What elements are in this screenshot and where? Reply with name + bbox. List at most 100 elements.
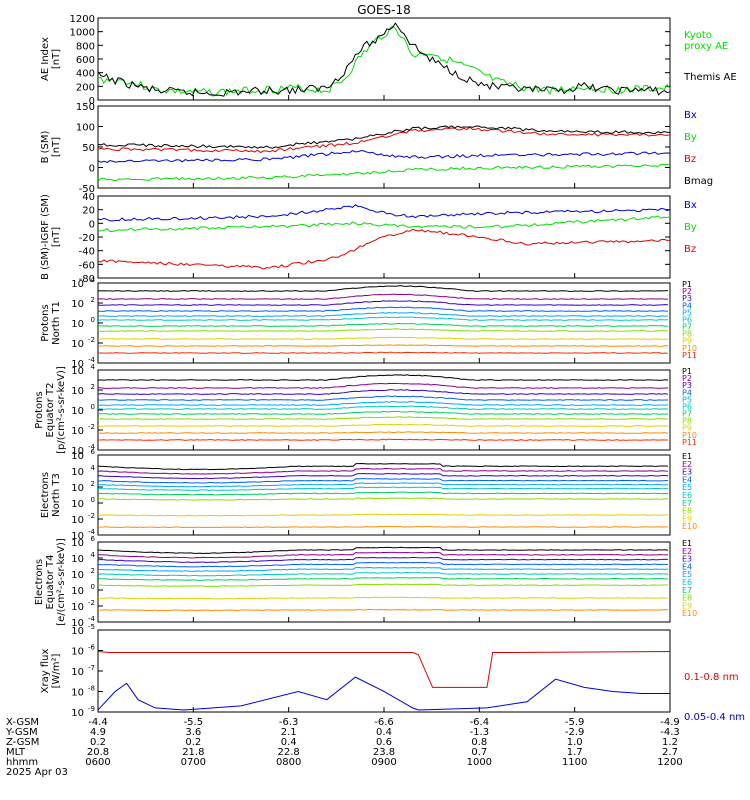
- y-tick-exponent: 6: [91, 448, 96, 456]
- flux-trace-e8: [97, 583, 669, 587]
- flux-trace-p7: [97, 322, 669, 327]
- y-axis-label: B (SM)[nT]: [40, 130, 62, 163]
- panel-frame: [97, 17, 671, 101]
- y-tick-label: 10: [71, 467, 84, 478]
- series-line-by: [97, 163, 671, 182]
- x-axis-row-label: MLT: [6, 747, 26, 758]
- x-axis-value: 0.8: [471, 737, 487, 748]
- y-axis-label-line: [p/(cm²-s-sr-keV)]: [56, 366, 67, 454]
- legend-p5: P5: [682, 395, 692, 404]
- legend-p8: P8: [682, 330, 692, 339]
- y-axis-label-line: Protons: [40, 304, 51, 341]
- y-tick-label: -40: [79, 247, 95, 258]
- y-tick-label: 10: [71, 647, 84, 658]
- y-axis-label: ProtonsEquator T2[p/(cm²-s-sr-keV)]: [34, 366, 67, 454]
- flux-trace-e10: [97, 525, 669, 529]
- y-tick-exponent: -4: [88, 443, 96, 451]
- legend-p7: P7: [682, 323, 692, 332]
- x-axis-value: 0.2: [90, 737, 106, 748]
- legend-p2: P2: [682, 287, 692, 296]
- x-axis-value: 22.8: [278, 747, 300, 758]
- legend-p3: P3: [682, 381, 692, 390]
- series-line-bx: [97, 150, 671, 163]
- flux-trace-p10: [97, 344, 669, 347]
- y-tick-label: 200: [76, 82, 95, 93]
- flux-trace-p1: [97, 374, 669, 381]
- y-tick-exponent: -2: [88, 512, 95, 520]
- series-line-kyoto-proxy-ae: [97, 25, 671, 97]
- y-tick-exponent: -8: [88, 685, 95, 693]
- legend-e6: E6: [682, 491, 692, 500]
- legend-label: By: [684, 222, 697, 233]
- y-tick-label: 10: [71, 688, 84, 699]
- y-tick-label: 10: [71, 708, 84, 719]
- flux-trace-p2: [97, 293, 669, 300]
- legend-e5: E5: [682, 483, 692, 492]
- y-tick-label: 10: [71, 279, 84, 290]
- panel-xray: Xray flux[W/m²] 10 -5 10 -6 10 -7 10 -8 10 -9 0.1-0…: [40, 623, 745, 723]
- legend-label: Bz: [684, 154, 696, 165]
- y-tick-label: 10: [71, 446, 84, 457]
- y-tick-label: 10: [71, 515, 84, 526]
- flux-trace-e4: [97, 561, 669, 568]
- legend-p5: P5: [682, 308, 692, 317]
- y-axis-label-line: [e/(cm²-s-sr-keV)]: [56, 538, 67, 626]
- legend-e3: E3: [682, 468, 692, 477]
- legend-label: Bmag: [684, 176, 713, 187]
- x-axis-value: -2.9: [565, 727, 585, 738]
- series-line-bx: [97, 204, 671, 222]
- flux-trace-e4: [97, 478, 669, 484]
- x-axis-value: 1100: [562, 757, 587, 768]
- x-axis-value: -4.4: [88, 717, 108, 728]
- legend-e7: E7: [682, 586, 692, 595]
- y-tick-label: 10: [71, 406, 84, 417]
- y-tick-label: 10: [71, 602, 84, 613]
- y-tick-label: 20: [82, 206, 95, 217]
- x-axis-value: 1.7: [567, 747, 583, 758]
- y-tick-label: 10: [71, 499, 84, 510]
- x-axis-row-label: Y-GSM: [5, 727, 38, 738]
- legend-label-line: Bz: [684, 154, 696, 165]
- y-axis-label-line: [W/m²]: [51, 653, 62, 688]
- legend-p6: P6: [682, 402, 692, 411]
- flux-trace-e5: [97, 566, 669, 572]
- y-tick-exponent: 0: [91, 316, 95, 324]
- y-tick-label: -20: [79, 233, 95, 244]
- panel-bsm: B (SM)[nT] 150 100 50 0 -50 Bx By Bz Bmag: [40, 102, 713, 195]
- y-tick-exponent: -7: [88, 664, 95, 672]
- y-tick-label: 10: [71, 319, 84, 330]
- legend-p4: P4: [682, 301, 692, 310]
- y-tick-label: 10: [71, 359, 84, 370]
- legend-e9: E9: [682, 601, 692, 610]
- y-tick-label: 1000: [70, 28, 95, 39]
- y-axis-label-line: [nT]: [51, 137, 62, 157]
- legend-p1: P1: [682, 280, 692, 289]
- y-tick-label: 150: [76, 102, 95, 113]
- panel-ae: AE Index[nT] 1200 1000 800 600 400 200 0 Kyoto pr…: [40, 14, 737, 107]
- x-axis-value: -4.3: [660, 727, 680, 738]
- y-tick-exponent: 2: [91, 480, 95, 488]
- legend-label-line: 0.1-0.8 nm: [684, 672, 739, 683]
- x-axis-row-label: 2025 Apr 03: [6, 767, 68, 778]
- flux-trace-p9: [97, 336, 669, 340]
- legend-e3: E3: [682, 555, 692, 564]
- panel-bmigrf: B (SM)-IGRF (SM)[nT] 40 20 0 -20 -40 -60 -80 Bx B…: [40, 192, 697, 285]
- legend-e6: E6: [682, 578, 692, 587]
- x-axis-value: 2.7: [662, 747, 678, 758]
- y-tick-exponent: -2: [88, 599, 95, 607]
- legend-e7: E7: [682, 499, 692, 508]
- flux-trace-e8: [97, 497, 669, 501]
- y-tick-label: -50: [79, 184, 95, 195]
- flux-trace-e1: [97, 462, 669, 471]
- legend-label-line: Themis AE: [683, 72, 737, 83]
- x-axis-value: -4.9: [660, 717, 680, 728]
- legend-label-line: proxy AE: [684, 41, 728, 52]
- panel-frame: [97, 369, 671, 451]
- y-axis-label: ElectronsEquator T4[e/(cm²-s-sr-keV)]: [34, 538, 67, 626]
- panel-pn: ProtonsNorth T1 10 4 10 2 10 0 10 -2 10 -4 P1P2P3P4…: [40, 276, 697, 370]
- flux-trace-p6: [97, 405, 669, 410]
- y-tick-exponent: 4: [91, 276, 96, 284]
- x-axis-value: 0.4: [281, 737, 297, 748]
